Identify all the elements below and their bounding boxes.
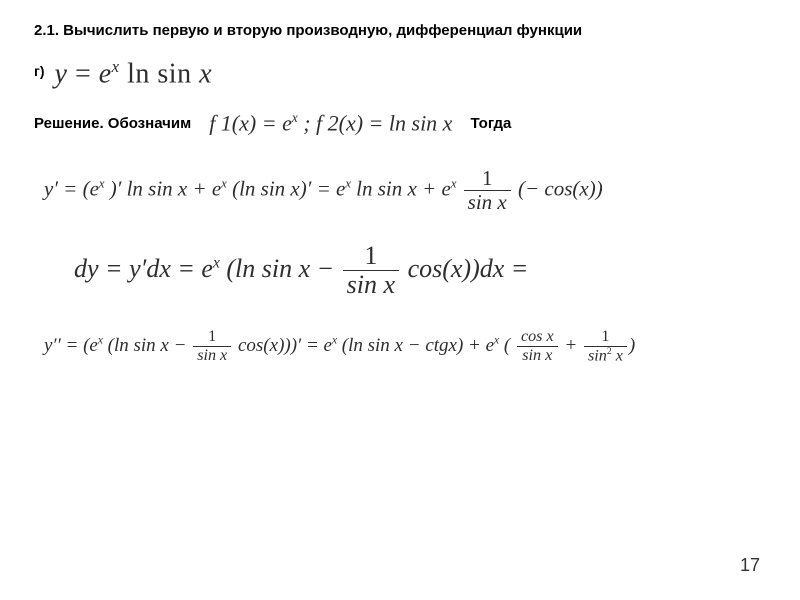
yprime-a: y′ = (e	[44, 176, 99, 200]
yprime-d: ln sin x + e	[351, 176, 451, 200]
frac5-den: sin2 x	[584, 347, 627, 365]
frac-4: cos x sin x	[517, 328, 558, 365]
frac4-num: cos x	[517, 328, 558, 347]
y2-f: )	[629, 335, 635, 356]
frac3-num: 1	[193, 328, 231, 347]
frac2-num: 1	[343, 242, 399, 272]
y2-plus: +	[560, 335, 582, 356]
page: 2.1. Вычислить первую и вторую производн…	[0, 0, 800, 600]
frac5-den-b: x	[612, 347, 623, 364]
equation-dy: dy = y′dx = ex (ln sin x − 1 sin x cos(x…	[74, 242, 766, 300]
eq-main-lhs: y	[55, 58, 68, 89]
equation-f-defs: f 1(x) = ex ; f 2(x) = ln sin x	[209, 110, 452, 136]
eq-f-part1: f 1(x) = e	[209, 111, 292, 136]
frac3-den: sin x	[193, 347, 231, 365]
eq-main-x: x	[199, 58, 212, 89]
eq-main-equals: =	[67, 58, 98, 89]
dy-a: dy = y′dx = e	[74, 254, 213, 283]
solution-label: Решение. Обозначим	[34, 115, 191, 132]
frac-3: 1 sin x	[193, 328, 231, 365]
equation-yprime: y′ = (ex )′ ln sin x + ex (ln sin x)′ = …	[44, 167, 766, 214]
item-label: г)	[34, 57, 45, 79]
frac5-den-a: sin	[588, 347, 607, 364]
frac1-num: 1	[464, 167, 511, 191]
y2-d: (ln sin x − ctgx) + e	[337, 335, 494, 356]
solution-row: Решение. Обозначим f 1(x) = ex ; f 2(x) …	[34, 110, 766, 136]
frac-5: 1 sin2 x	[584, 328, 627, 365]
frac5-num: 1	[584, 328, 627, 347]
frac-1: 1 sin x	[464, 167, 511, 214]
eq-f-sep: ; f 2(x) = ln sin x	[298, 111, 453, 136]
yprime-c: (ln sin x)′ = e	[227, 176, 345, 200]
dy-a-exp: x	[213, 254, 220, 271]
frac4-den: sin x	[517, 347, 558, 365]
frac-2: 1 sin x	[343, 242, 399, 300]
eq-main-e: e	[99, 58, 112, 89]
yprime-e: (− cos(x))	[513, 176, 603, 200]
y2-a: y′′ = (e	[44, 335, 98, 356]
frac1-den: sin x	[464, 191, 511, 214]
item-row: г) y = ex ln sin x	[34, 57, 766, 90]
eq-main-exp: x	[112, 57, 120, 76]
yprime-b: )′ ln sin x + e	[105, 176, 222, 200]
dy-b: (ln sin x −	[220, 254, 341, 283]
frac2-den: sin x	[343, 271, 399, 300]
equation-main: y = ex ln sin x	[55, 57, 213, 90]
eq-main-lnsin: ln sin	[120, 58, 199, 89]
page-number: 17	[740, 555, 760, 576]
y2-e: (	[499, 335, 510, 356]
then-label: Тогда	[470, 115, 511, 132]
y2-b: (ln sin x −	[103, 335, 191, 356]
y2-c: cos(x)))′ = e	[233, 335, 332, 356]
equation-y2prime: y′′ = (e x (ln sin x − 1 sin x cos(x)))′ …	[44, 328, 766, 365]
dy-c: cos(x))dx =	[401, 254, 528, 283]
yprime-d-exp: x	[451, 176, 457, 190]
task-heading: 2.1. Вычислить первую и вторую производн…	[34, 22, 766, 39]
